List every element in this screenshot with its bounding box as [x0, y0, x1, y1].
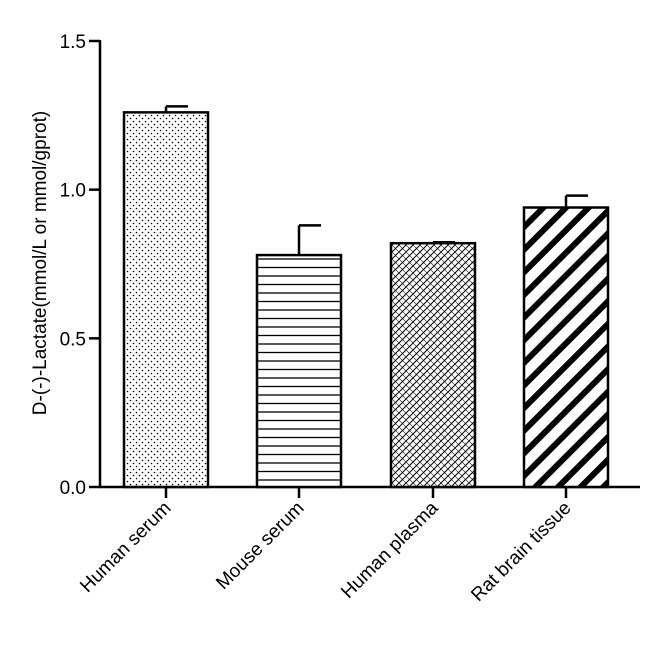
y-tick-label: 0.0 [60, 478, 86, 499]
bars [122, 105, 610, 489]
bar-3 [389, 241, 477, 489]
bar-4 [522, 206, 610, 489]
y-axis-title: D-(-)-Lactate(mmol/L or mmol/gprot) [30, 111, 51, 415]
bar-1 [122, 111, 210, 489]
bar-2 [255, 253, 343, 489]
y-ticks: 0.0 0.5 1.0 1.5 [60, 32, 100, 499]
x-category-label: Mouse serum [212, 498, 308, 594]
y-tick-label: 0.5 [60, 329, 86, 350]
y-tick-label: 1.5 [60, 32, 86, 53]
x-ticks: Human serum Mouse serum Human plasma Rat br… [76, 487, 576, 606]
x-category-label: Human plasma [337, 497, 443, 603]
y-tick-label: 1.0 [60, 181, 86, 202]
x-category-label: Human serum [76, 498, 175, 597]
x-category-label: Rat brain tissue [467, 498, 575, 606]
